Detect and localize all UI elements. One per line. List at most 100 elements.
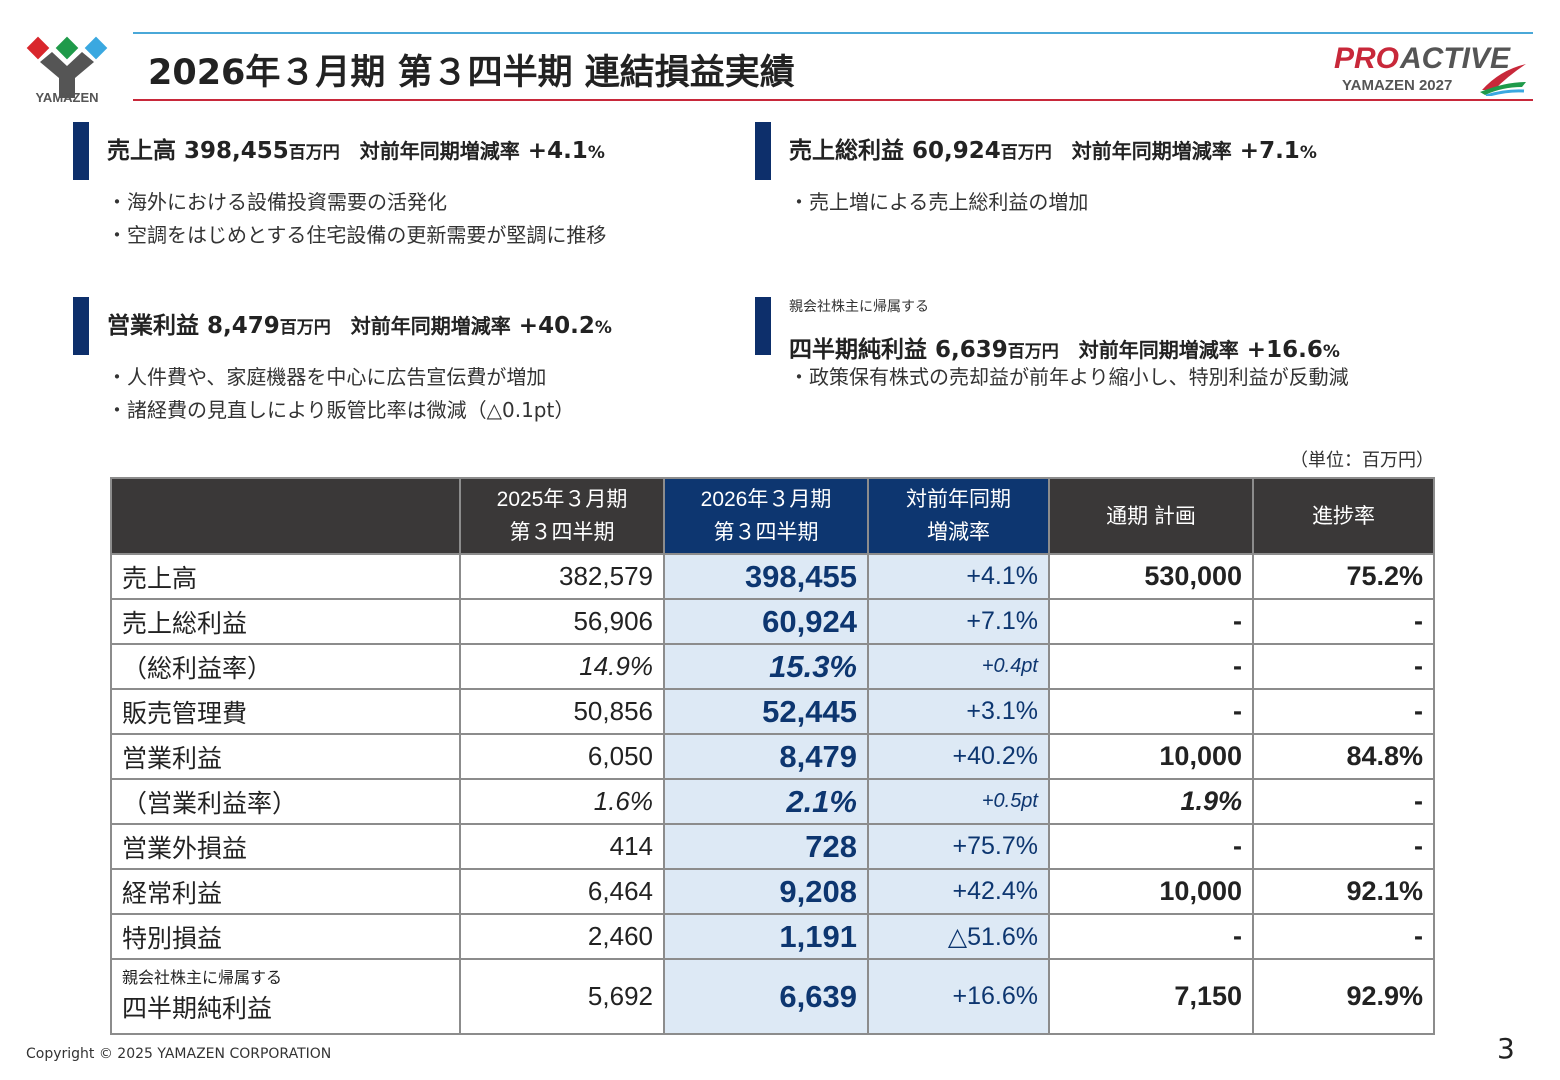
table-row: 売上高 382,579 398,455 +4.1% 530,000 75.2% [110, 553, 1435, 600]
summary-bullet: ・売上増による売上総利益の増加 [789, 190, 1089, 214]
table-row: 特別損益 2,460 1,191 △51.6% - - [110, 913, 1435, 960]
prev-value-cell: 1.6% [459, 778, 665, 825]
progress-cell: 92.9% [1252, 958, 1435, 1035]
column-header: 2025年３月期 第３四半期 [459, 477, 665, 555]
header-top-rule [133, 32, 1533, 34]
prev-value-cell: 6,464 [459, 868, 665, 915]
summary-heading: 売上総利益 60,924百万円 対前年同期増減率 +7.1% [789, 131, 1317, 165]
current-value-cell: 1,191 [663, 913, 869, 960]
accent-bar [755, 297, 771, 355]
progress-cell: 92.1% [1252, 868, 1435, 915]
unit-note: （単位：百万円） [1290, 450, 1434, 471]
logo-text: YAMAZEN [35, 90, 99, 105]
summary-unit: 百万円 [279, 318, 331, 338]
summary-yoy-pct: % [587, 143, 605, 163]
summary-bullet: ・政策保有株式の売却益が前年より縮小し、特別利益が反動減 [789, 365, 1349, 389]
summary-block: 売上総利益 60,924百万円 対前年同期増減率 +7.1% ・売上増による売上総利… [755, 122, 1455, 252]
prev-value-cell: 14.9% [459, 643, 665, 690]
summary-unit: 百万円 [288, 143, 340, 163]
accent-bar [73, 297, 89, 355]
plan-cell: 1.9% [1048, 778, 1254, 825]
column-header [110, 477, 461, 555]
progress-cell: - [1252, 598, 1435, 645]
prev-value-cell: 6,050 [459, 733, 665, 780]
summary-block: 営業利益 8,479百万円 対前年同期増減率 +40.2% ・人件費や、家庭機器を中… [73, 297, 773, 427]
row-label-text: （総利益率） [122, 654, 273, 683]
plan-cell: 530,000 [1048, 553, 1254, 600]
prev-value-cell: 2,460 [459, 913, 665, 960]
proactive-logo: PRO ACTIVE YAMAZEN 2027 [1334, 42, 1526, 96]
table-row: 営業外損益 414 728 +75.7% - - [110, 823, 1435, 870]
accent-bar [755, 122, 771, 180]
row-label-text: 経常利益 [122, 879, 223, 908]
summary-yoy: +4.1 [527, 138, 588, 164]
svg-text:PRO: PRO [1334, 42, 1399, 75]
prev-value-cell: 56,906 [459, 598, 665, 645]
summary-value: 398,455 [184, 138, 289, 164]
summary-block: 親会社株主に帰属する四半期純利益 6,639百万円 対前年同期増減率 +16.6%… [755, 297, 1455, 427]
row-label-text: 販売管理費 [122, 699, 248, 728]
header-bottom-rule [133, 99, 1533, 101]
progress-cell: - [1252, 643, 1435, 690]
page-number: 3 [1497, 1032, 1515, 1065]
current-value-cell: 6,639 [663, 958, 869, 1035]
row-label: 経常利益 [110, 868, 461, 915]
row-label-text: 四半期純利益 [122, 994, 273, 1023]
summary-prefix: 親会社株主に帰属する [789, 299, 929, 315]
table-row: 売上総利益 56,906 60,924 +7.1% - - [110, 598, 1435, 645]
summary-unit: 百万円 [1000, 143, 1052, 163]
copyright: Copyright © 2025 YAMAZEN CORPORATION [26, 1046, 332, 1062]
row-label-text: 営業利益 [122, 744, 223, 773]
current-value-cell: 2.1% [663, 778, 869, 825]
summary-value: 8,479 [207, 313, 280, 339]
row-label-text: 特別損益 [122, 924, 223, 953]
summary-yoy-label: 対前年同期増減率 [350, 314, 511, 338]
yoy-cell: △51.6% [867, 913, 1050, 960]
summary-bullet: ・海外における設備投資需要の活発化 [107, 190, 447, 214]
row-label: （営業利益率） [110, 778, 461, 825]
column-header: 通期 計画 [1048, 477, 1254, 555]
summary-bullet: ・諸経費の見直しにより販管比率は微減（△0.1pt） [107, 398, 575, 422]
yamazen-logo [26, 36, 108, 98]
svg-text:YAMAZEN 2027: YAMAZEN 2027 [1342, 77, 1452, 94]
summary-yoy: +7.1 [1239, 138, 1300, 164]
accent-bar [73, 122, 89, 180]
summary-yoy-label: 対前年同期増減率 [359, 139, 520, 163]
summary-value: 6,639 [935, 337, 1008, 363]
table-row: （営業利益率） 1.6% 2.1% +0.5pt 1.9% - [110, 778, 1435, 825]
current-value-cell: 728 [663, 823, 869, 870]
summary-heading: 営業利益 8,479百万円 対前年同期増減率 +40.2% [107, 306, 612, 340]
summary-yoy: +16.6 [1246, 337, 1323, 363]
progress-cell: - [1252, 823, 1435, 870]
summary-label: 四半期純利益 [789, 337, 927, 363]
plan-cell: - [1048, 688, 1254, 735]
prev-value-cell: 414 [459, 823, 665, 870]
plan-cell: - [1048, 823, 1254, 870]
summary-label: 売上高 [107, 138, 176, 164]
row-label-text: 売上総利益 [122, 609, 248, 638]
prev-value-cell: 50,856 [459, 688, 665, 735]
progress-cell: 75.2% [1252, 553, 1435, 600]
yoy-cell: +75.7% [867, 823, 1050, 870]
plan-cell: - [1048, 913, 1254, 960]
yoy-cell: +3.1% [867, 688, 1050, 735]
summary-label: 売上総利益 [789, 138, 904, 164]
summary-heading: 売上高 398,455百万円 対前年同期増減率 +4.1% [107, 131, 605, 165]
yoy-cell: +0.4pt [867, 643, 1050, 690]
yoy-cell: +7.1% [867, 598, 1050, 645]
column-header: 進捗率 [1252, 477, 1435, 555]
column-header: 2026年３月期 第３四半期 [663, 477, 869, 555]
svg-text:ACTIVE: ACTIVE [1399, 42, 1511, 75]
summary-bullet: ・空調をはじめとする住宅設備の更新需要が堅調に推移 [107, 223, 607, 247]
row-label: （総利益率） [110, 643, 461, 690]
summary-unit: 百万円 [1007, 342, 1059, 362]
plan-cell: 7,150 [1048, 958, 1254, 1035]
summary-yoy-pct: % [594, 318, 612, 338]
row-label: 営業外損益 [110, 823, 461, 870]
summary-heading: 四半期純利益 6,639百万円 対前年同期増減率 +16.6% [789, 330, 1340, 364]
yoy-cell: +0.5pt [867, 778, 1050, 825]
progress-cell: 84.8% [1252, 733, 1435, 780]
summary-yoy: +40.2 [518, 313, 595, 339]
yoy-cell: +40.2% [867, 733, 1050, 780]
progress-cell: - [1252, 913, 1435, 960]
